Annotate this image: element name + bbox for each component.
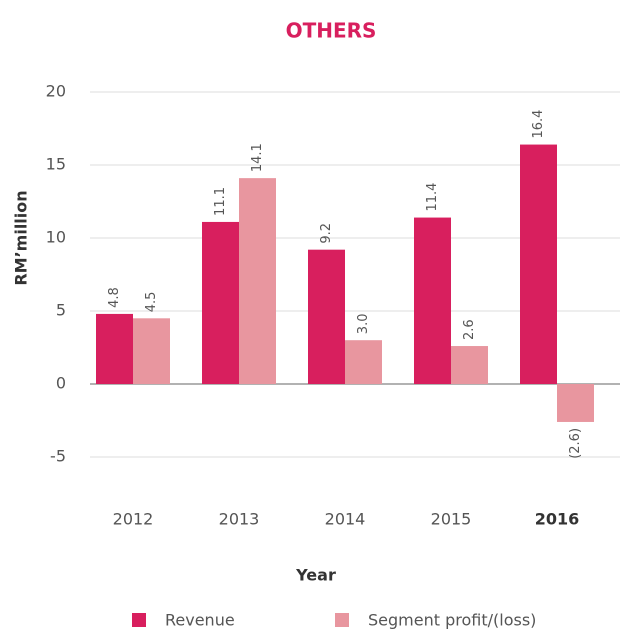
value-label: 14.1 — [250, 143, 265, 172]
y-tick-label: 0 — [56, 374, 66, 393]
x-tick-label: 2013 — [219, 510, 260, 529]
y-tick-label: 20 — [46, 82, 66, 101]
x-tick-label: 2014 — [325, 510, 366, 529]
legend-swatch — [335, 613, 349, 627]
bar — [451, 346, 488, 384]
x-tick-label: 2016 — [535, 510, 580, 529]
value-label: 4.5 — [144, 292, 159, 313]
x-tick-label: 2012 — [113, 510, 154, 529]
bar — [96, 313, 133, 384]
value-label: 16.4 — [531, 110, 546, 139]
y-tick-label: 15 — [46, 155, 66, 174]
y-tick-label: 5 — [56, 301, 66, 320]
bar — [557, 384, 594, 422]
x-axis-title: Year — [295, 566, 336, 585]
value-label: 4.8 — [107, 287, 122, 308]
bar — [520, 144, 557, 384]
legend-label: Revenue — [165, 611, 235, 630]
legend-swatch — [132, 613, 146, 627]
bar — [202, 221, 239, 384]
value-label: 11.4 — [425, 183, 440, 212]
y-tick-label: 10 — [46, 228, 66, 247]
chart-title: OTHERS — [286, 19, 377, 43]
value-label: 9.2 — [319, 223, 334, 244]
y-axis-title: RM’million — [12, 190, 31, 285]
bar — [345, 340, 382, 384]
value-label: 11.1 — [213, 187, 228, 216]
bar — [239, 178, 276, 384]
y-tick-label: -5 — [50, 447, 66, 466]
value-label: (2.6) — [568, 428, 583, 459]
bar — [133, 318, 170, 384]
bar — [414, 217, 451, 384]
legend-label: Segment profit/(loss) — [368, 611, 536, 630]
x-tick-label: 2015 — [431, 510, 472, 529]
value-label: 2.6 — [462, 319, 477, 340]
value-label: 3.0 — [356, 314, 371, 335]
bar — [308, 249, 345, 384]
